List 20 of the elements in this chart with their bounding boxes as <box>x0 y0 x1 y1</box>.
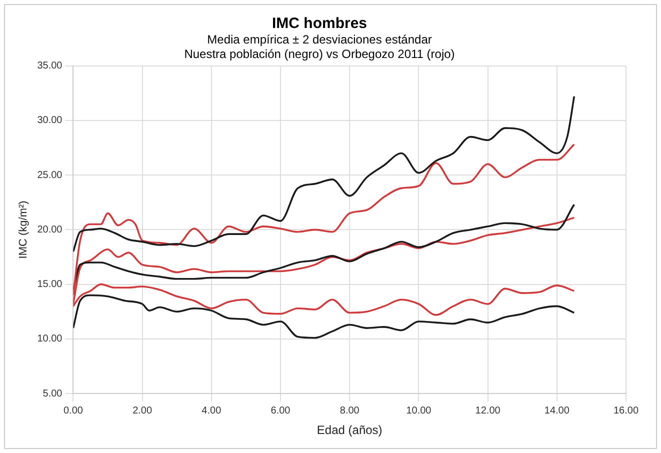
y-tick-label: 20.00 <box>37 224 63 236</box>
x-axis-title: Edad (años) <box>316 423 382 438</box>
y-tick-label: 25.00 <box>37 170 63 181</box>
y-axis-title: IMC (kg/m²) <box>18 200 30 259</box>
y-tick-label: 35.00 <box>37 60 63 72</box>
chart-title: IMC hombres <box>272 15 368 32</box>
x-tick-label: 4.00 <box>202 405 222 416</box>
x-tick-label: 2.00 <box>132 405 152 416</box>
y-tick-label: 15.00 <box>37 279 63 290</box>
x-tick-label: 12.00 <box>475 405 501 416</box>
x-tick-label: 16.00 <box>613 405 639 416</box>
x-tick-label: 10.00 <box>406 405 432 416</box>
x-tick-label: 0.00 <box>63 405 84 416</box>
y-tick-label: 30.00 <box>37 115 63 126</box>
x-tick-label: 14.00 <box>544 405 570 416</box>
chart-subtitle: Media empírica ± 2 desviaciones estándar Nuestra población (negro) vs Orbegozo 2011 (rojo) <box>184 32 455 61</box>
x-tick-label: 8.00 <box>340 405 360 416</box>
y-tick-label: 10.00 <box>37 334 63 345</box>
y-tick-label: 5.00 <box>42 388 63 400</box>
x-tick-label: 6.00 <box>270 405 291 416</box>
